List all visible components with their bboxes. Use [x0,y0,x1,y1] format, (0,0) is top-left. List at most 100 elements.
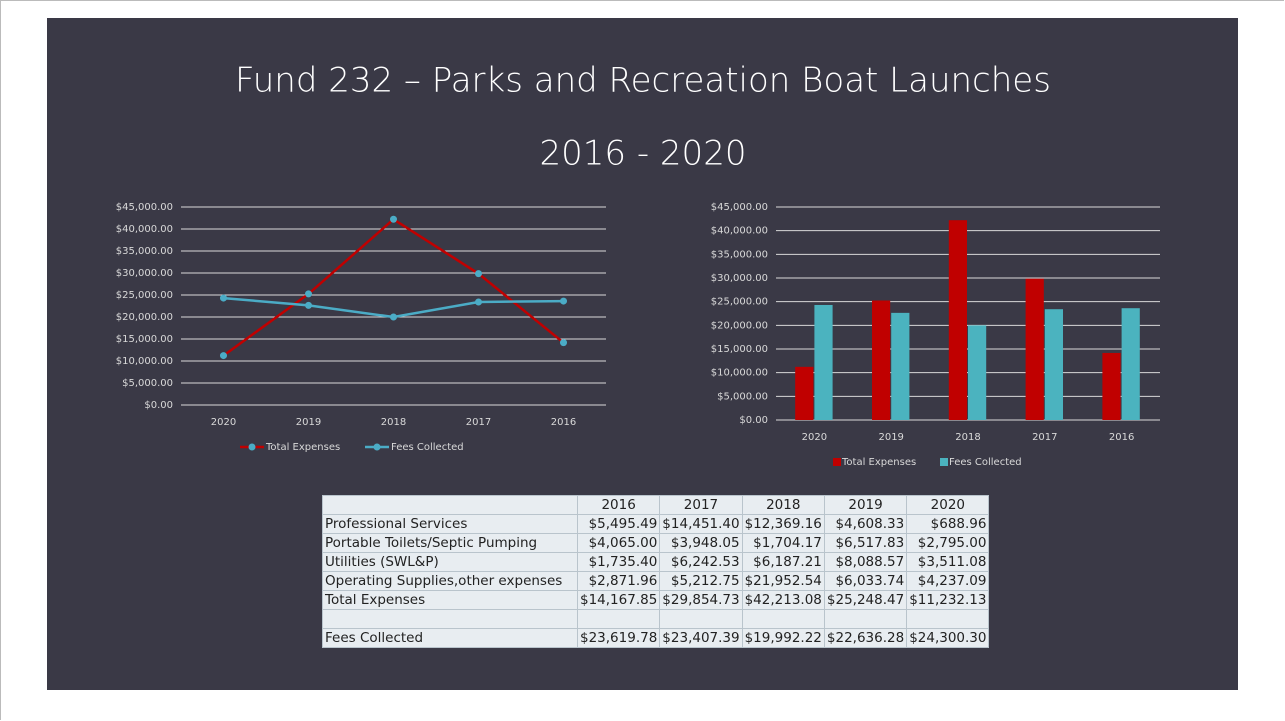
table-cell: $4,065.00 [576,533,661,553]
y-tick-label: $5,000.00 [717,391,768,402]
point [390,215,397,223]
x-tick-label: 2017 [1032,432,1057,443]
legend-swatch [833,458,841,466]
y-tick-label: $35,000.00 [116,246,173,257]
x-tick-label: 2019 [878,432,903,443]
table-cell: $23,619.78 [576,628,661,648]
y-tick-label: $10,000.00 [116,356,173,367]
table-cell: $3,511.08 [906,552,990,572]
table-cell: $1,735.40 [576,552,661,572]
y-tick-label: $40,000.00 [116,224,173,235]
table-cell: 2018 [741,495,825,515]
table-cell: Total Expenses [322,590,578,610]
table-cell [576,609,661,629]
table-cell: $2,871.96 [576,571,661,591]
y-tick-label: $45,000.00 [116,202,173,213]
table-row: Portable Toilets/Septic Pumping $4,065.00… [322,533,990,553]
y-tick-label: $30,000.00 [116,268,173,279]
table-cell: $6,033.74 [823,571,908,591]
table-cell [322,609,578,629]
legend-swatch [940,458,948,466]
bar [1044,309,1063,420]
legend-marker [248,443,256,451]
table-cell: $21,952.54 [741,571,825,591]
table-cell: $12,369.16 [741,514,825,534]
bar [814,304,833,420]
table-cell: $1,704.17 [741,533,825,553]
table-cell: $42,213.08 [741,590,825,610]
table-cell: $29,854.73 [659,590,743,610]
line-series [222,217,565,357]
table-row: Total Expenses $14,167.85 $29,854.73 $42,21… [322,590,990,610]
x-tick-label: 2018 [955,432,980,443]
table-cell: $688.96 [906,514,990,534]
table-row [322,609,990,629]
table-row: Utilities (SWL&P) $1,735.40 $6,242.53 $6,18… [322,552,990,572]
table-cell: Fees Collected [322,628,578,648]
table-row: 2016 2017 2018 2019 2020 [322,495,990,515]
y-tick-label: $35,000.00 [711,249,768,260]
table-cell: $11,232.13 [906,590,990,610]
slide-subtitle: 2016 - 2020 [540,134,747,174]
point [475,298,482,306]
table-cell: $25,248.47 [823,590,908,610]
point [220,294,227,302]
table-cell: $14,167.85 [576,590,661,610]
x-tick-label: 2018 [381,417,406,428]
table-cell: Portable Toilets/Septic Pumping [322,533,578,553]
legend-label: Total Expenses [265,442,340,453]
table-cell: $8,088.57 [823,552,908,572]
point [305,290,312,298]
table-cell: Utilities (SWL&P) [322,552,578,572]
table-cell: $6,242.53 [659,552,743,572]
y-tick-label: $15,000.00 [116,334,173,345]
x-tick-label: 2020 [802,432,827,443]
legend-marker [373,443,381,451]
table-cell: $24,300.30 [906,628,990,648]
bar [891,312,910,420]
x-tick-label: 2016 [551,417,576,428]
table-cell: $4,608.33 [823,514,908,534]
point [220,352,227,360]
y-tick-label: $0.00 [144,400,173,411]
table-cell: $2,795.00 [906,533,990,553]
legend-label: Fees Collected [391,442,464,453]
table-row: Professional Services $5,495.49 $14,451.40… [322,514,990,534]
table-cell: 2017 [659,495,743,515]
table-cell: $3,948.05 [659,533,743,553]
y-tick-label: $25,000.00 [711,297,768,308]
x-tick-label: 2016 [1109,432,1134,443]
y-tick-label: $5,000.00 [122,378,173,389]
table-cell [322,495,578,515]
y-tick-label: $30,000.00 [711,273,768,284]
table-cell: $14,451.40 [659,514,743,534]
y-tick-label: $20,000.00 [116,312,173,323]
point [390,313,397,321]
table-cell: $23,407.39 [659,628,743,648]
point [305,301,312,309]
y-tick-label: $10,000.00 [711,368,768,379]
table-cell [906,609,990,629]
slide-title: Fund 232 – Parks and Recreation Boat Lau… [235,61,1051,101]
table-cell: 2016 [576,495,661,515]
table-cell: $19,992.22 [741,628,825,648]
point [560,297,567,305]
legend-label: Total Expenses [841,457,916,468]
bar [1121,308,1140,420]
table-cell: 2020 [906,495,990,515]
bar [1025,278,1044,420]
table-cell [741,609,825,629]
x-tick-label: 2017 [466,417,491,428]
point [475,270,482,278]
table-cell: $5,212.75 [659,571,743,591]
bar [1102,352,1121,420]
table-cell: $6,187.21 [741,552,825,572]
table-cell: Operating Supplies,other expenses [322,571,578,591]
bar [968,325,987,420]
x-tick-label: 2020 [211,417,236,428]
table-cell [823,609,908,629]
point [560,339,567,347]
bar [948,220,967,420]
